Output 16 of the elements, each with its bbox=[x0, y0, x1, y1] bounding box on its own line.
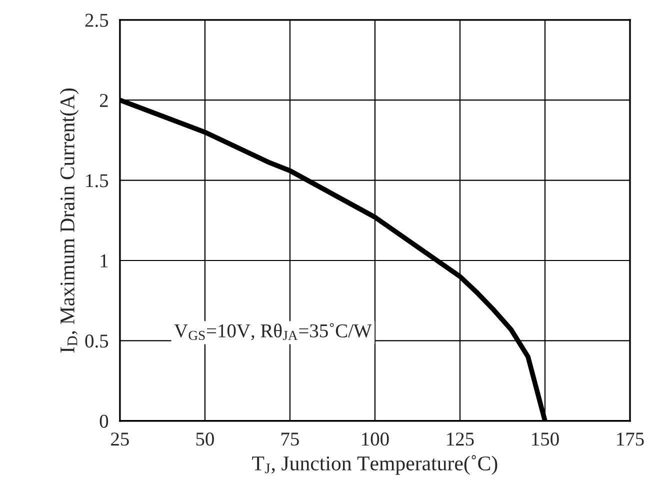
x-tick-label: 150 bbox=[532, 432, 559, 446]
y-tick-label: 0 bbox=[100, 414, 108, 428]
x-tick-label: 125 bbox=[447, 432, 474, 446]
x-tick-label: 100 bbox=[362, 432, 389, 446]
x-tick-label: 50 bbox=[196, 432, 214, 446]
x-tick-label: 175 bbox=[617, 432, 644, 446]
annotation: V$_{GS}$=10V, Rθ$_{JA}$=35˚C/W bbox=[174, 323, 372, 340]
y-tick-label: 1.5 bbox=[86, 174, 108, 188]
x-tick-label: 25 bbox=[111, 432, 129, 446]
x-tick-label: 75 bbox=[282, 432, 299, 446]
y-axis-title: I$_{D}$, Maximum Drain Current(A) bbox=[60, 88, 79, 353]
y-tick-label: 2.5 bbox=[85, 14, 108, 27]
y-tick-label: 1 bbox=[100, 254, 108, 268]
x-axis-title: T$_{J}$, Junction Temperature(˚C) bbox=[252, 455, 498, 475]
y-tick-label: 2 bbox=[100, 94, 108, 107]
y-tick-label: 0.5 bbox=[85, 334, 108, 348]
